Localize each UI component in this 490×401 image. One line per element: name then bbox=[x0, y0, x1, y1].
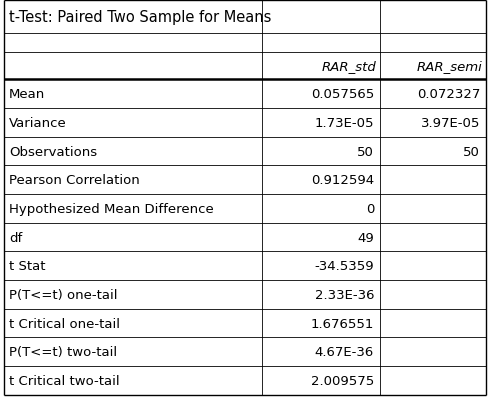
Text: 0.072327: 0.072327 bbox=[417, 88, 480, 101]
Text: 0: 0 bbox=[366, 203, 374, 215]
Text: RAR_std: RAR_std bbox=[321, 60, 376, 73]
Text: t-Test: Paired Two Sample for Means: t-Test: Paired Two Sample for Means bbox=[9, 10, 271, 25]
Text: 50: 50 bbox=[357, 145, 374, 158]
Text: Mean: Mean bbox=[9, 88, 45, 101]
Text: df: df bbox=[9, 231, 22, 244]
Text: 1.73E-05: 1.73E-05 bbox=[315, 117, 374, 130]
Text: Variance: Variance bbox=[9, 117, 67, 130]
Text: 0.057565: 0.057565 bbox=[311, 88, 374, 101]
Text: t Stat: t Stat bbox=[9, 259, 45, 273]
Text: P(T<=t) two-tail: P(T<=t) two-tail bbox=[9, 345, 117, 358]
Text: 3.97E-05: 3.97E-05 bbox=[421, 117, 480, 130]
Text: -34.5359: -34.5359 bbox=[315, 259, 374, 273]
Text: 2.33E-36: 2.33E-36 bbox=[315, 288, 374, 301]
Text: 50: 50 bbox=[464, 145, 480, 158]
Text: Hypothesized Mean Difference: Hypothesized Mean Difference bbox=[9, 203, 214, 215]
Text: t Critical two-tail: t Critical two-tail bbox=[9, 374, 120, 387]
Text: P(T<=t) one-tail: P(T<=t) one-tail bbox=[9, 288, 117, 301]
Text: 0.912594: 0.912594 bbox=[311, 174, 374, 187]
Text: 4.67E-36: 4.67E-36 bbox=[315, 345, 374, 358]
Text: Observations: Observations bbox=[9, 145, 97, 158]
Text: 49: 49 bbox=[357, 231, 374, 244]
Text: Pearson Correlation: Pearson Correlation bbox=[9, 174, 140, 187]
Text: 2.009575: 2.009575 bbox=[311, 374, 374, 387]
Text: t Critical one-tail: t Critical one-tail bbox=[9, 317, 120, 330]
Text: RAR_semi: RAR_semi bbox=[416, 60, 482, 73]
Text: 1.676551: 1.676551 bbox=[311, 317, 374, 330]
